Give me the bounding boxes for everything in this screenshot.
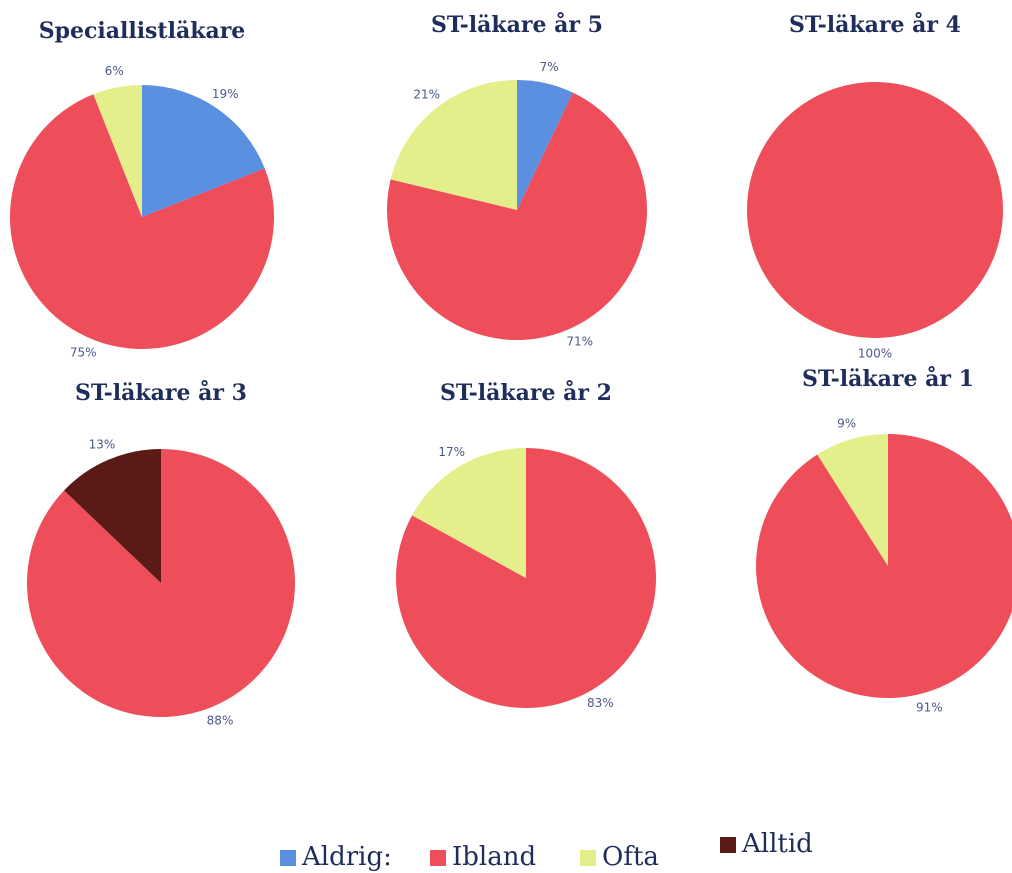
slice-label: 88% xyxy=(207,713,234,727)
legend-label: Ofta xyxy=(602,842,659,872)
pie-slice xyxy=(142,85,265,217)
legend-swatch xyxy=(430,850,446,866)
slice-label: 100% xyxy=(858,347,892,361)
pie-slice xyxy=(10,94,275,349)
pie-slice xyxy=(387,92,648,340)
slice-label: 13% xyxy=(89,438,116,452)
slice-label: 6% xyxy=(105,64,124,78)
slice-label: 7% xyxy=(540,60,559,74)
pie-title: ST-läkare år 1 xyxy=(802,366,974,392)
pie-title: ST-läkare år 5 xyxy=(431,12,603,38)
pie-slice xyxy=(27,449,296,717)
slice-label: 83% xyxy=(587,696,614,710)
pie-title: ST-läkare år 2 xyxy=(440,380,612,406)
legend-label: Aldrig: xyxy=(301,842,392,872)
slice-label: 91% xyxy=(916,701,943,715)
pie-title: ST-läkare år 3 xyxy=(75,380,247,406)
legend-swatch xyxy=(720,837,736,853)
pie-slice xyxy=(517,80,573,210)
pie-slice xyxy=(64,449,161,583)
slice-label: 17% xyxy=(438,445,465,459)
slice-label: 9% xyxy=(837,416,856,430)
legend-swatch xyxy=(580,850,596,866)
legend-label: Alltid xyxy=(741,829,813,859)
pie-slice xyxy=(412,447,526,578)
legend-swatch xyxy=(280,850,296,866)
legend-label: Ibland xyxy=(452,842,536,872)
pie-title: Speciallistläkare xyxy=(39,18,246,44)
slice-label: 71% xyxy=(566,334,593,348)
pie-slice xyxy=(756,434,1012,698)
pie-slice xyxy=(747,82,1003,338)
pie-title: ST-läkare år 4 xyxy=(789,12,961,38)
slice-label: 19% xyxy=(212,87,239,101)
slice-label: 75% xyxy=(70,345,97,359)
pie-slice xyxy=(817,434,888,566)
pie-slice xyxy=(390,80,517,210)
pie-slice xyxy=(93,85,142,217)
pie-slice xyxy=(396,448,657,708)
slice-label: 21% xyxy=(413,88,440,102)
